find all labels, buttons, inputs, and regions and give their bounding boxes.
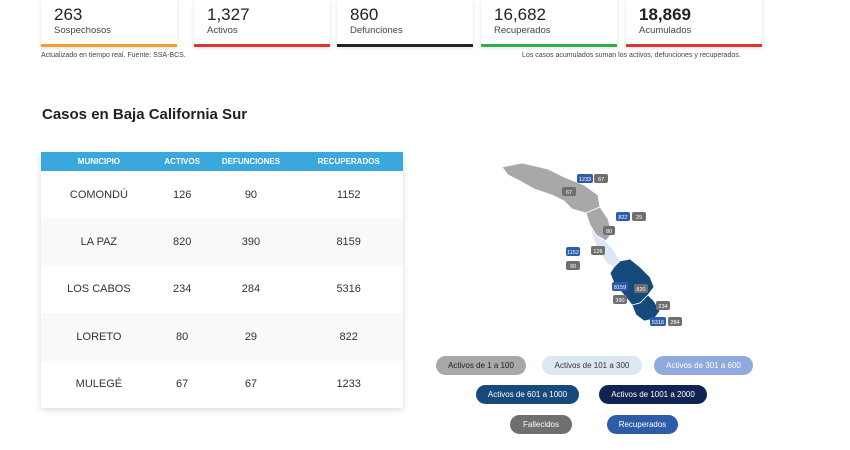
- cell-activos: 126: [172, 188, 192, 201]
- badge-loscabos-recuperados: 5316: [650, 317, 666, 326]
- cell-activos: 234: [172, 283, 192, 296]
- badge-text: 67: [598, 177, 604, 183]
- cell-defunciones: 90: [244, 188, 258, 201]
- cell-defunciones: 29: [207, 313, 295, 361]
- badge-loscabos-defunciones: 284: [668, 317, 682, 326]
- cell-defunciones: 67: [244, 378, 258, 391]
- legend-recuperados: Recuperados: [607, 415, 678, 434]
- header-municipio: MUNICIPIO: [41, 152, 157, 171]
- stat-underline: [337, 44, 473, 47]
- header-recuperados: RECUPERADOS: [294, 152, 403, 171]
- badge-text: 126: [593, 249, 602, 255]
- cell-defunciones: 390: [207, 218, 295, 266]
- section-title: Casos en Baja California Sur: [42, 106, 248, 123]
- badge-text: 234: [658, 304, 667, 310]
- stat-label: Acumulados: [639, 25, 692, 36]
- badge-text: 90: [570, 264, 576, 270]
- badge-lapaz-defunciones: 390: [613, 295, 627, 304]
- legend-fallecidos: Fallecidos: [510, 415, 572, 434]
- badge-mulege-defunciones: 67: [594, 174, 608, 183]
- badge-comondu-activos: 126: [591, 246, 605, 255]
- legend-activos-1-100: Activos de 1 a 100: [436, 356, 526, 375]
- stat-value: 860: [350, 5, 379, 24]
- cell-activos: 80: [156, 313, 208, 361]
- table-header-row: MUNICIPIO ACTIVOS DEFUNCIONES RECUPERADO…: [41, 152, 403, 171]
- cell-defunciones: 284: [241, 283, 261, 296]
- cell-municipio: LORETO: [41, 313, 157, 361]
- stat-underline: [41, 44, 177, 47]
- stat-underline: [626, 44, 762, 47]
- cell-municipio: MULEGÉ: [75, 378, 123, 391]
- badge-text: 80: [606, 229, 612, 235]
- stat-value: 18,869: [639, 5, 691, 24]
- cell-recuperados: 822: [294, 313, 403, 361]
- badge-loreto-recuperados: 822: [616, 212, 630, 221]
- badge-text: 1233: [579, 177, 591, 183]
- stat-label: Sospechosos: [54, 25, 112, 36]
- table-row: COMONDÚ 126 90 1152: [41, 171, 403, 218]
- header-activos: ACTIVOS: [156, 152, 208, 171]
- bcs-map: 1233 67 67 822 29 80 1152 126 90 8159: [501, 162, 682, 326]
- cell-recuperados: 5316: [336, 283, 361, 296]
- badge-text: 8159: [614, 285, 626, 291]
- badge-mulege-activos: 67: [562, 187, 576, 196]
- legend-activos-301-600: Activos de 301 a 600: [654, 356, 753, 375]
- region-mulege[interactable]: [501, 162, 601, 214]
- stat-value: 1,327: [207, 5, 250, 24]
- table-row: MULEGÉ 67 67 1233: [41, 361, 403, 408]
- badge-lapaz-recuperados: 8159: [612, 282, 628, 291]
- legend-activos-601-1000: Activos de 601 a 1000: [476, 385, 579, 404]
- cell-municipio: COMONDÚ: [69, 188, 128, 201]
- badge-loreto-activos: 80: [603, 226, 615, 235]
- badge-text: 5316: [652, 320, 664, 326]
- badge-text: 284: [670, 320, 679, 326]
- legend-activos-101-300: Activos de 101 a 300: [542, 356, 642, 375]
- stat-value: 263: [54, 5, 83, 24]
- stat-card-defunciones: 860 Defunciones: [337, 0, 473, 47]
- cumulative-note: Los casos acumulados suman los activos, …: [522, 52, 741, 59]
- update-note: Actualizado en tiempo real. Fuente: SSA-…: [41, 52, 186, 59]
- badge-text: 29: [636, 215, 642, 221]
- region-loscabos[interactable]: [631, 294, 661, 322]
- badge-text: 390: [615, 298, 624, 304]
- stat-label: Activos: [207, 25, 238, 36]
- badge-text: 822: [618, 215, 627, 221]
- badge-text: 1152: [567, 250, 579, 256]
- stat-underline: [481, 44, 617, 47]
- table-row: LORETO 80 29 822: [41, 313, 403, 361]
- stat-label: Defunciones: [350, 25, 403, 36]
- badge-comondu-defunciones: 90: [566, 261, 580, 270]
- badge-loreto-defunciones: 29: [632, 212, 646, 221]
- cell-recuperados: 1233: [336, 378, 361, 391]
- badge-mulege-recuperados: 1233: [577, 174, 593, 183]
- badge-comondu-recuperados: 1152: [566, 247, 580, 256]
- badge-text: 67: [566, 190, 572, 196]
- stat-value: 16,682: [494, 5, 546, 24]
- cell-recuperados: 1152: [336, 188, 361, 201]
- stat-card-recuperados: 16,682 Recuperados: [481, 0, 617, 47]
- stat-card-activos: 1,327 Activos: [194, 0, 330, 47]
- cell-municipio: LA PAZ: [41, 218, 157, 266]
- badge-lapaz-activos: 820: [634, 284, 648, 293]
- table-row: LA PAZ 820 390 8159: [41, 218, 403, 266]
- legend-activos-1001-2000: Activos de 1001 a 2000: [599, 385, 707, 404]
- header-defunciones: DEFUNCIONES: [207, 152, 295, 171]
- badge-text: 820: [636, 287, 645, 293]
- cell-activos: 820: [156, 218, 208, 266]
- badge-loscabos-activos: 234: [656, 301, 670, 310]
- region-loreto[interactable]: [585, 206, 613, 242]
- cell-activos: 67: [176, 378, 189, 391]
- cell-recuperados: 8159: [294, 218, 403, 266]
- stat-card-sospechosos: 263 Sospechosos: [41, 0, 177, 47]
- stat-card-acumulados: 18,869 Acumulados: [626, 0, 762, 47]
- cases-table: MUNICIPIO ACTIVOS DEFUNCIONES RECUPERADO…: [41, 152, 403, 408]
- table-row: LOS CABOS 234 284 5316: [41, 266, 403, 313]
- stat-underline: [194, 44, 330, 47]
- cell-municipio: LOS CABOS: [67, 283, 131, 296]
- stat-label: Recuperados: [494, 25, 551, 36]
